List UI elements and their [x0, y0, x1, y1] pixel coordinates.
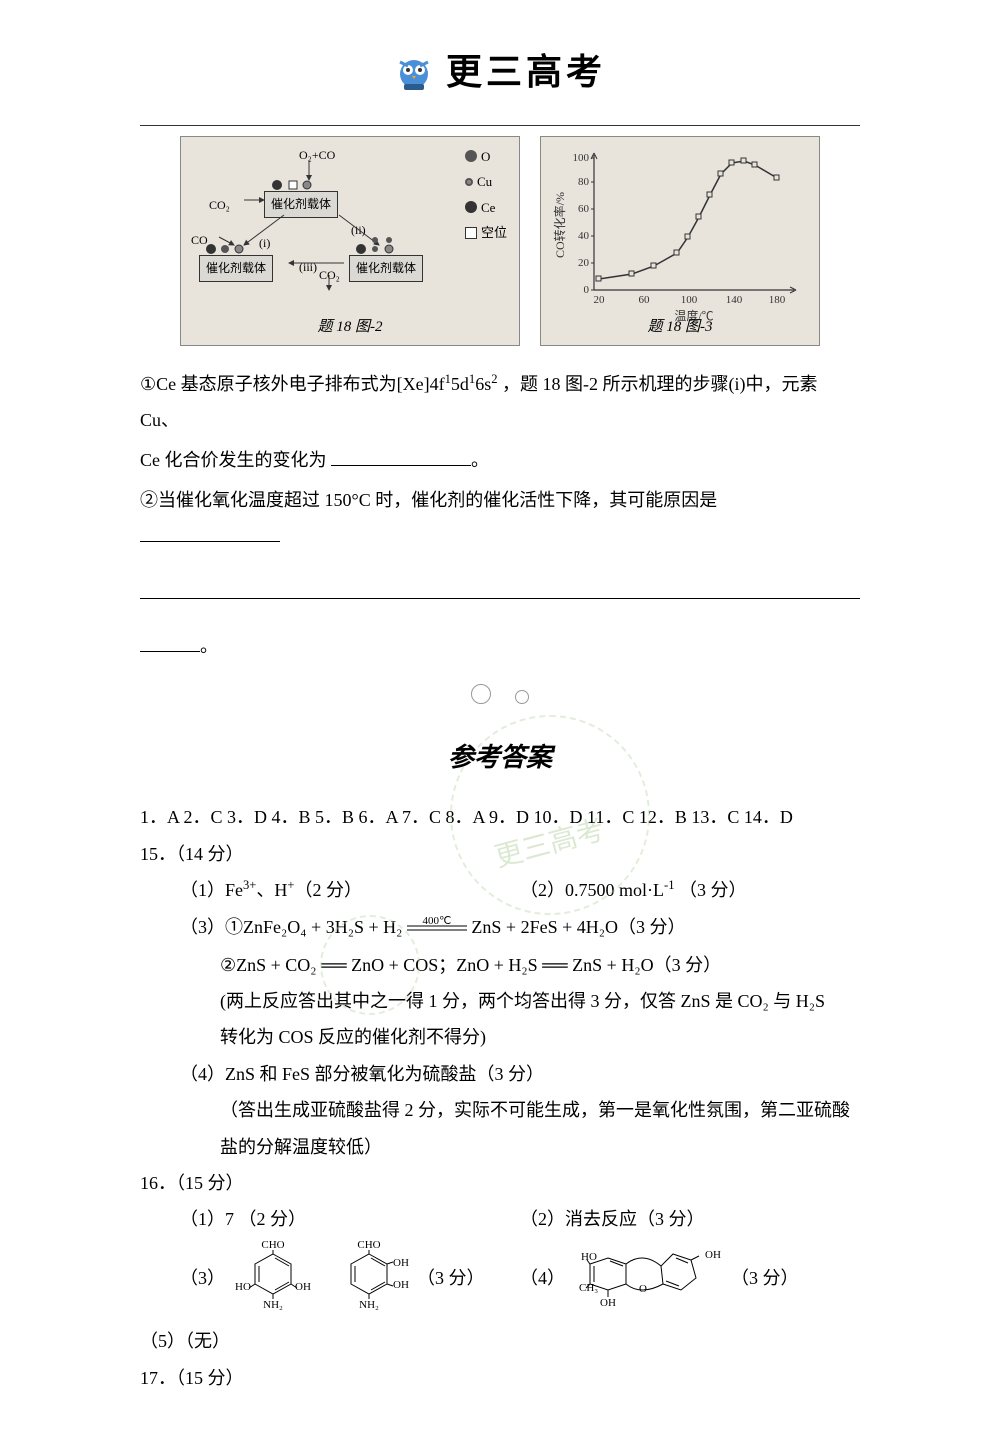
svg-text:100: 100 [573, 152, 590, 164]
circle-icon [471, 684, 491, 704]
q15-a2: （2）0.7500 mol·L-1 （3 分） [520, 874, 860, 906]
q16-a3-label: （3） [180, 1262, 225, 1294]
svg-text:60: 60 [578, 203, 590, 215]
svg-text:OH: OH [393, 1257, 409, 1269]
q16-a2: （2）消去反应（3 分） [520, 1203, 860, 1235]
page-content: O Cu Ce 空位 O₂+CO CO₂ CO CO₂ 催化剂载体 催化剂载体 … [0, 126, 1000, 1438]
svg-text:100: 100 [681, 294, 698, 306]
question-2: ②当催化氧化温度超过 150°C 时，催化剂的催化活性下降，其可能原因是 [140, 482, 860, 554]
multiple-choice-answers: 1．A 2．C 3．D 4．B 5．B 6．A 7．C 8．A 9．D 10．D… [140, 801, 860, 833]
figure-row: O Cu Ce 空位 O₂+CO CO₂ CO CO₂ 催化剂载体 催化剂载体 … [140, 136, 860, 346]
page-header: 更三高考 [140, 0, 860, 126]
figure-18-2: O Cu Ce 空位 O₂+CO CO₂ CO CO₂ 催化剂载体 催化剂载体 … [180, 136, 520, 346]
q16-header: 16．（15 分） [140, 1167, 860, 1199]
co-conversion-chart: 0 20 40 60 80 100 20 60 100 140 180 CO转化… [549, 145, 809, 325]
circle-small-icon [515, 690, 529, 704]
carrier-box-2: 催化剂载体 [199, 255, 273, 283]
step-iii: (iii) [299, 257, 317, 279]
step-i: (i) [259, 233, 270, 255]
q17-header: 17．（15 分） [140, 1362, 860, 1394]
owl-logo-icon [394, 52, 434, 92]
molecule-2: CHO OH OH NH₂ [329, 1236, 409, 1321]
label-co-in: CO [191, 230, 208, 252]
blank-3[interactable] [140, 634, 200, 652]
q16-a4-label: （4） [520, 1262, 565, 1294]
svg-text:OH: OH [705, 1249, 721, 1261]
q15-a3-note2: 转化为 COS 反应的催化剂不得分) [140, 1021, 860, 1053]
q15-header: 15．（14 分） [140, 838, 860, 870]
q16-a4-pts: （3 分） [731, 1262, 799, 1294]
svg-text:CHO: CHO [261, 1239, 284, 1251]
q15-a4-note1: （答出生成亚硫酸盐得 2 分，实际不可能生成，第一是氧化性氛围，第二亚硫酸 [140, 1094, 860, 1126]
svg-text:HO: HO [581, 1251, 597, 1263]
q15-a4-note2: 盐的分解温度较低） [140, 1131, 860, 1163]
svg-text:20: 20 [594, 294, 606, 306]
figure-18-3: 0 20 40 60 80 100 20 60 100 140 180 CO转化… [540, 136, 820, 346]
svg-text:20: 20 [578, 257, 590, 269]
question-1-line2: Ce 化合价发生的变化为 。 [140, 442, 860, 478]
chart-ylabel: CO转化率/% [552, 192, 567, 258]
molecule-3: O HO CH₃ OH OH [573, 1236, 723, 1321]
fig-2-caption: 题 18 图-2 [181, 314, 519, 341]
fig-3-caption: 题 18 图-3 [541, 314, 819, 341]
blank-2[interactable] [140, 524, 280, 542]
decorative-circles [140, 682, 860, 714]
svg-text:80: 80 [578, 176, 590, 188]
label-o2-co: O₂+CO [299, 145, 335, 167]
q16-a1: （1）7 （2 分） [180, 1203, 520, 1235]
q15-a3b: ②ZnS + CO₂ ══ ZnO + COS；ZnO + H₂S ══ ZnS… [140, 949, 860, 981]
carrier-box-3: 催化剂载体 [349, 255, 423, 283]
svg-text:OH: OH [393, 1279, 409, 1291]
q15-a4: （4）ZnS 和 FeS 部分被氧化为硫酸盐（3 分） [140, 1058, 860, 1090]
answer-section-title: 参考答案 [140, 735, 860, 782]
svg-text:HO: HO [235, 1281, 251, 1293]
svg-text:OH: OH [295, 1281, 311, 1293]
svg-text:0: 0 [584, 284, 590, 296]
svg-text:CH₃: CH₃ [579, 1282, 598, 1294]
svg-text:CHO: CHO [357, 1239, 380, 1251]
svg-text:40: 40 [578, 230, 590, 242]
label-co2-in: CO₂ [209, 195, 230, 217]
q15-a3: （3）①ZnFe₂O₄ + 3H₂S + H₂ 400℃ ZnS + 2FeS … [140, 911, 860, 945]
svg-text:NH₂: NH₂ [359, 1299, 379, 1311]
svg-text:60: 60 [639, 294, 651, 306]
q16-a3-pts: （3 分） [417, 1262, 485, 1294]
step-ii: (ii) [351, 220, 366, 242]
q16-structures-row: （3） CHO HO OH NH₂ [140, 1236, 860, 1321]
blank-1[interactable] [331, 448, 471, 466]
brand-title: 更三高考 [446, 40, 606, 105]
label-co2-out: CO₂ [319, 265, 340, 287]
q15-a3-note1: (两上反应答出其中之一得 1 分，两个均答出得 3 分，仅答 ZnS 是 CO₂… [140, 985, 860, 1017]
svg-text:140: 140 [726, 294, 743, 306]
svg-text:OH: OH [600, 1297, 616, 1309]
svg-text:180: 180 [769, 294, 786, 306]
svg-text:NH₂: NH₂ [263, 1299, 283, 1311]
q16-a5: （5）（无） [140, 1325, 860, 1357]
q15-a1: （1）Fe3+、H+（2 分） [180, 874, 520, 906]
question-1: ①Ce 基态原子核外电子排布式为[Xe]4f15d16s2 ，题 18 图-2 … [140, 366, 860, 438]
molecule-1: CHO HO OH NH₂ [233, 1236, 313, 1321]
svg-text:O: O [639, 1283, 647, 1295]
blank-line-long[interactable] [140, 578, 860, 600]
carrier-box-1: 催化剂载体 [264, 191, 338, 219]
